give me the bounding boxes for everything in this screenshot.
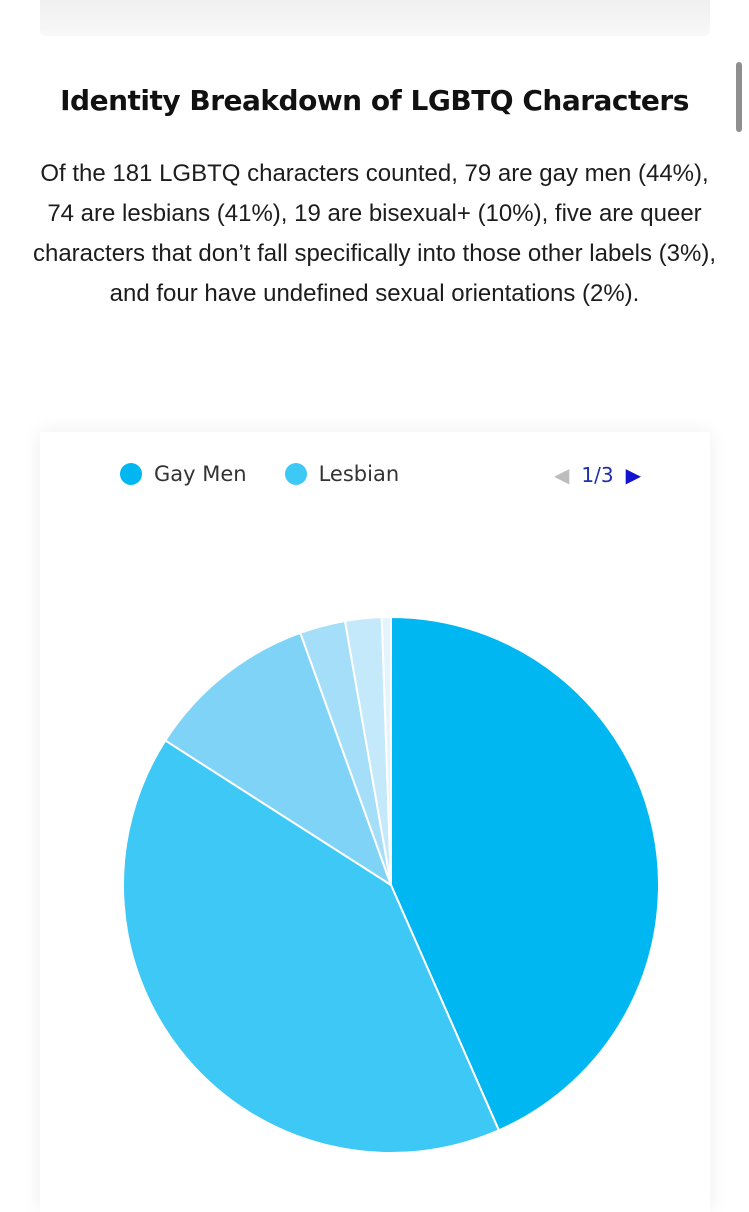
scrollbar-thumb[interactable]: [736, 62, 742, 132]
triangle-left-icon[interactable]: ◀: [554, 463, 570, 487]
legend-swatch-lesbian: [284, 463, 307, 485]
legend-item-gay-men[interactable]: Gay Men: [120, 462, 247, 486]
legend-label-gay-men: Gay Men: [154, 462, 247, 486]
triangle-right-icon[interactable]: ▶: [625, 463, 641, 487]
legend-pager: ◀ 1/3 ▶: [554, 462, 641, 488]
pie-slice-5[interactable]: [380, 616, 392, 886]
previous-card-edge: [40, 0, 710, 36]
chart-legend: Gay Men Lesbian: [120, 460, 437, 488]
pie-slice-0[interactable]: [390, 616, 660, 1132]
page-title: Identity Breakdown of LGBTQ Characters: [60, 84, 689, 117]
legend-swatch-gay-men: [120, 463, 142, 485]
pie-chart: [122, 616, 660, 1154]
legend-item-lesbian[interactable]: Lesbian: [284, 462, 400, 486]
chart-description: Of the 181 LGBTQ characters counted, 79 …: [32, 160, 716, 307]
legend-label-lesbian: Lesbian: [318, 462, 400, 486]
legend-page-indicator: 1/3: [581, 463, 614, 487]
pie-slice-2[interactable]: [164, 631, 392, 886]
pie-slice-1[interactable]: [122, 739, 500, 1154]
chart-card: Gay Men Lesbian ◀ 1/3 ▶: [40, 432, 710, 1212]
